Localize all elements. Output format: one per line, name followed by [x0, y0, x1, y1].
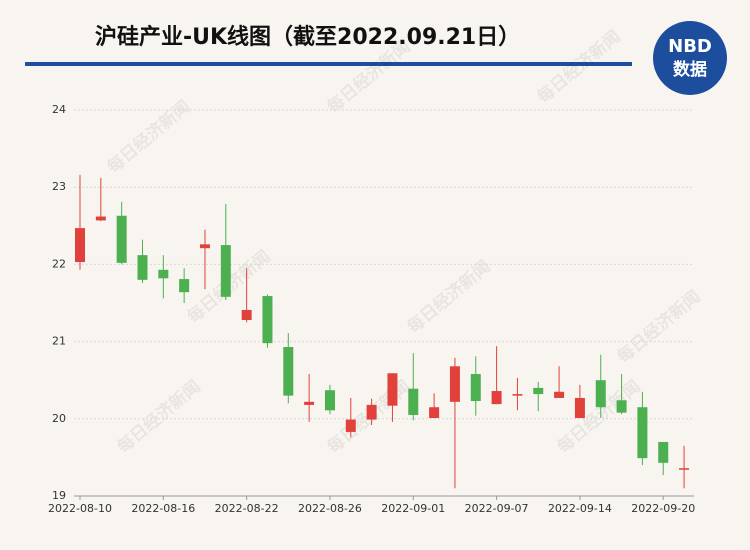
candle-body: [262, 296, 273, 344]
y-tick-label: 22: [52, 257, 66, 270]
candle-body: [574, 397, 585, 419]
candle-body: [95, 216, 106, 221]
candle-body: [179, 279, 190, 293]
candle-body: [387, 373, 398, 406]
y-tick-label: 20: [52, 412, 66, 425]
y-tick-label: 19: [52, 489, 66, 502]
y-tick-label: 24: [52, 103, 66, 116]
candle-body: [304, 401, 315, 405]
x-tick-label: 2022-09-14: [548, 502, 612, 515]
logo: [653, 21, 727, 95]
candle-body: [637, 407, 648, 459]
candle-body: [658, 441, 669, 463]
candle-body: [429, 407, 440, 419]
candle-body: [324, 390, 335, 411]
candle-body: [491, 391, 502, 405]
candle-body: [533, 387, 544, 395]
candle-body: [137, 255, 148, 280]
candle-body: [679, 468, 690, 470]
candle-body: [116, 215, 127, 263]
logo-top: NBD: [668, 36, 712, 57]
candle-body: [199, 244, 210, 249]
candle-body: [470, 374, 481, 402]
y-tick-label: 23: [52, 180, 66, 193]
candle-body: [616, 400, 627, 413]
y-tick-label: 21: [52, 335, 66, 348]
candle-body: [366, 404, 377, 420]
candle-body: [241, 309, 252, 320]
candle-body: [449, 366, 460, 402]
candle-body: [75, 228, 85, 263]
x-tick-label: 2022-09-07: [465, 502, 529, 515]
candle-body: [595, 380, 606, 408]
x-tick-label: 2022-09-20: [631, 502, 695, 515]
candle-body: [408, 388, 419, 415]
candle-body: [220, 245, 231, 297]
candle-body: [283, 347, 294, 396]
candle-body: [554, 391, 565, 398]
x-tick-label: 2022-08-16: [131, 502, 195, 515]
logo-bottom: 数据: [673, 59, 707, 80]
x-tick-label: 2022-09-01: [381, 502, 445, 515]
chart-title: 沪硅产业-UK线图（截至2022.09.21日）: [95, 24, 520, 50]
candle-body: [158, 269, 169, 279]
candle-body: [512, 394, 523, 396]
x-tick-label: 2022-08-22: [215, 502, 279, 515]
x-tick-label: 2022-08-26: [298, 502, 362, 515]
x-tick-label: 2022-08-10: [48, 502, 112, 515]
candle-body: [345, 419, 356, 432]
